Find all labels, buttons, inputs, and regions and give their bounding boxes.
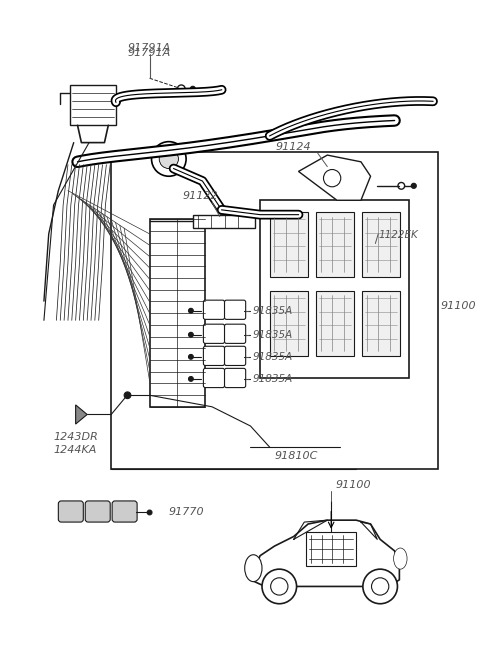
Circle shape bbox=[189, 376, 193, 381]
Circle shape bbox=[189, 308, 193, 313]
Bar bbox=[270, 290, 308, 356]
Bar bbox=[111, 152, 438, 469]
Text: 1243DR: 1243DR bbox=[54, 432, 98, 442]
Circle shape bbox=[178, 85, 185, 93]
Text: 1244KA: 1244KA bbox=[54, 445, 97, 455]
Bar bbox=[193, 215, 255, 228]
Circle shape bbox=[189, 332, 193, 337]
Polygon shape bbox=[299, 155, 371, 200]
Text: 91124: 91124 bbox=[276, 142, 312, 152]
Circle shape bbox=[363, 569, 397, 604]
Text: 91100: 91100 bbox=[336, 480, 372, 490]
Bar bbox=[150, 219, 205, 407]
Text: 91835A: 91835A bbox=[252, 330, 293, 340]
Bar bbox=[362, 212, 400, 277]
Circle shape bbox=[189, 354, 193, 359]
FancyBboxPatch shape bbox=[85, 501, 110, 522]
Circle shape bbox=[191, 87, 195, 91]
FancyBboxPatch shape bbox=[204, 346, 225, 365]
Text: 91100: 91100 bbox=[441, 301, 476, 311]
Polygon shape bbox=[251, 520, 399, 587]
FancyBboxPatch shape bbox=[225, 346, 246, 365]
Circle shape bbox=[124, 392, 131, 399]
FancyBboxPatch shape bbox=[225, 300, 246, 319]
Bar bbox=[362, 290, 400, 356]
Circle shape bbox=[262, 569, 297, 604]
Circle shape bbox=[271, 578, 288, 595]
Bar bbox=[316, 290, 354, 356]
Bar bbox=[70, 85, 116, 125]
Circle shape bbox=[147, 510, 152, 515]
Ellipse shape bbox=[245, 555, 262, 581]
Bar bbox=[270, 212, 308, 277]
Text: 91122: 91122 bbox=[183, 191, 218, 201]
Circle shape bbox=[152, 142, 186, 176]
Circle shape bbox=[159, 149, 179, 169]
Text: 91770: 91770 bbox=[169, 507, 204, 518]
Circle shape bbox=[398, 183, 405, 189]
Bar bbox=[316, 212, 354, 277]
Text: 1122EK: 1122EK bbox=[378, 230, 418, 240]
Circle shape bbox=[411, 183, 416, 189]
Text: 91810C: 91810C bbox=[275, 451, 318, 461]
Ellipse shape bbox=[394, 548, 407, 569]
FancyBboxPatch shape bbox=[204, 300, 225, 319]
Bar bbox=[306, 532, 356, 566]
FancyBboxPatch shape bbox=[204, 324, 225, 344]
Circle shape bbox=[372, 578, 389, 595]
Text: 91791A: 91791A bbox=[128, 43, 171, 53]
FancyBboxPatch shape bbox=[225, 324, 246, 344]
Text: 91835A: 91835A bbox=[252, 374, 293, 384]
Text: 91835A: 91835A bbox=[252, 306, 293, 316]
FancyBboxPatch shape bbox=[204, 369, 225, 388]
Text: 91835A: 91835A bbox=[252, 352, 293, 362]
FancyBboxPatch shape bbox=[225, 369, 246, 388]
FancyBboxPatch shape bbox=[59, 501, 84, 522]
FancyBboxPatch shape bbox=[112, 501, 137, 522]
Text: 91791A: 91791A bbox=[128, 48, 171, 58]
Circle shape bbox=[324, 170, 341, 187]
Polygon shape bbox=[76, 405, 87, 424]
Bar bbox=[260, 200, 409, 378]
